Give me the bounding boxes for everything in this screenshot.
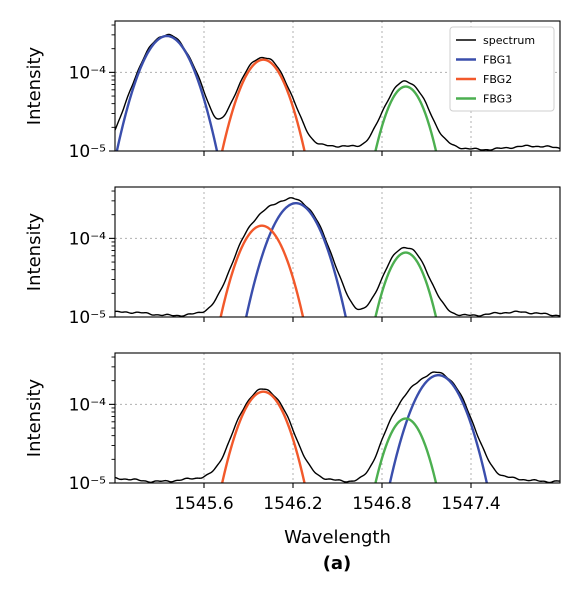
- legend-box: [449, 26, 555, 112]
- legend-label-spectrum: spectrum: [483, 34, 535, 47]
- series-fbg2: [220, 58, 306, 151]
- plot-area: [115, 371, 560, 483]
- axes-frame: [114, 186, 561, 318]
- chart-panel-1: 10⁻⁵ 10⁻⁴ Intensity spectrum FBG1 FBG2 FBG3: [24, 20, 561, 162]
- series-fbg3: [374, 251, 438, 317]
- y-axis-label: Intensity: [24, 212, 45, 291]
- legend-label-fbg1: FBG1: [483, 54, 512, 67]
- series-spectrum: [115, 197, 560, 317]
- series-fbg1: [115, 34, 219, 151]
- series-spectrum: [115, 371, 560, 483]
- figure-caption: (a): [323, 553, 352, 574]
- y-tick-label: 10⁻⁵: [69, 142, 106, 162]
- legend: spectrum FBG1 FBG2 FBG3: [449, 26, 555, 112]
- y-axis-label: Intensity: [24, 46, 45, 125]
- y-tick-label: 10⁻⁵: [69, 308, 106, 328]
- x-tick-label: 1546.2: [263, 494, 322, 514]
- x-axis-label: Wavelength: [284, 527, 391, 548]
- series-fbg3: [374, 85, 438, 151]
- chart-panel-2: 10⁻⁵ 10⁻⁴ Intensity: [24, 186, 561, 328]
- x-tick-label: 1545.6: [174, 494, 233, 514]
- axes-frame: [114, 352, 561, 484]
- plot-area: [115, 33, 560, 151]
- series-fbg1: [388, 373, 489, 483]
- series-fbg2: [220, 390, 306, 483]
- y-tick-label: 10⁻⁵: [69, 474, 106, 494]
- chart-panel-3: 10⁻⁵ 10⁻⁴ 1545.6 1546.2 1546.8 1547.4 Intensit…: [24, 352, 561, 548]
- y-axis-label: Intensity: [24, 378, 45, 457]
- plot-area: [115, 197, 560, 317]
- y-tick-label: 10⁻⁴: [69, 63, 107, 83]
- legend-label-fbg3: FBG3: [483, 93, 512, 106]
- y-tick-label: 10⁻⁴: [69, 229, 107, 249]
- series-fbg1: [244, 201, 347, 317]
- series-fbg3: [374, 417, 438, 483]
- axes-frame: [114, 20, 561, 152]
- series-fbg2: [219, 224, 305, 317]
- y-tick-label: 10⁻⁴: [69, 395, 107, 415]
- x-tick-label: 1546.8: [352, 494, 411, 514]
- x-tick-label: 1547.4: [441, 494, 500, 514]
- legend-label-fbg2: FBG2: [483, 73, 512, 86]
